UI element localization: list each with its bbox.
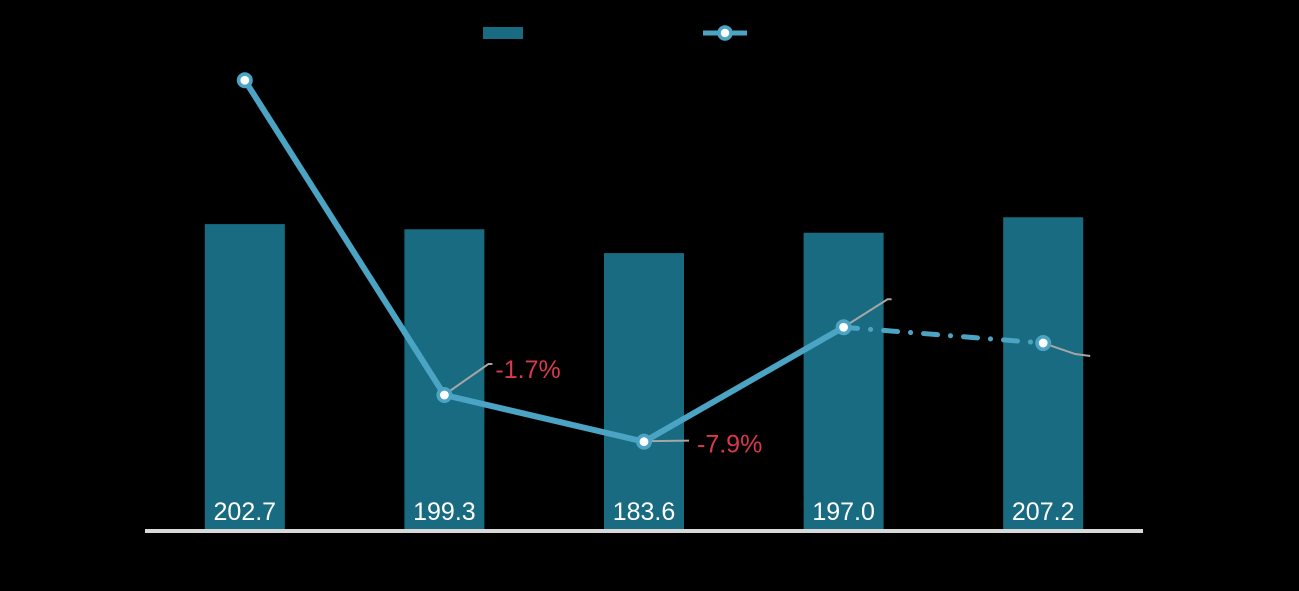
bar-value-label: 197.0 [812, 498, 875, 526]
legend [483, 25, 747, 41]
line-solid-segment [241, 77, 847, 445]
bar [404, 229, 485, 532]
line-markers-layer [236, 72, 1052, 450]
bar [204, 224, 285, 532]
bar-value-label: 207.2 [1012, 498, 1075, 526]
line-annotation-label: -1.7% [495, 356, 560, 384]
line-annotation-label: -7.9% [697, 431, 762, 459]
line-marker [835, 319, 852, 336]
line-marker [635, 433, 652, 450]
callout-line [1045, 343, 1091, 358]
callout-line [846, 298, 892, 327]
bar [1003, 217, 1084, 533]
callout-line [447, 363, 493, 393]
line-dashdot-segment [841, 324, 1046, 346]
bar [803, 232, 884, 532]
legend-bar-swatch [483, 27, 523, 39]
bar-data-labels-layer: 202.7 199.3 183.6 197.0 207.2 [214, 498, 1075, 526]
bar-value-label: 202.7 [214, 498, 277, 526]
line-marker [1035, 335, 1052, 352]
line-marker [436, 386, 453, 403]
line-annotations-layer: -1.7% -7.9% [495, 356, 762, 459]
callout-lines-layer [447, 298, 1091, 443]
bar-value-label: 183.6 [613, 498, 676, 526]
legend-line-marker-swatch [703, 25, 747, 41]
line-series-layer [241, 77, 1046, 445]
legend-marker-sample [717, 25, 733, 41]
bar [604, 253, 684, 532]
bar-series-layer [204, 217, 1084, 533]
bar-value-label: 199.3 [413, 498, 476, 526]
line-marker [236, 72, 253, 89]
callout-line [650, 439, 690, 443]
